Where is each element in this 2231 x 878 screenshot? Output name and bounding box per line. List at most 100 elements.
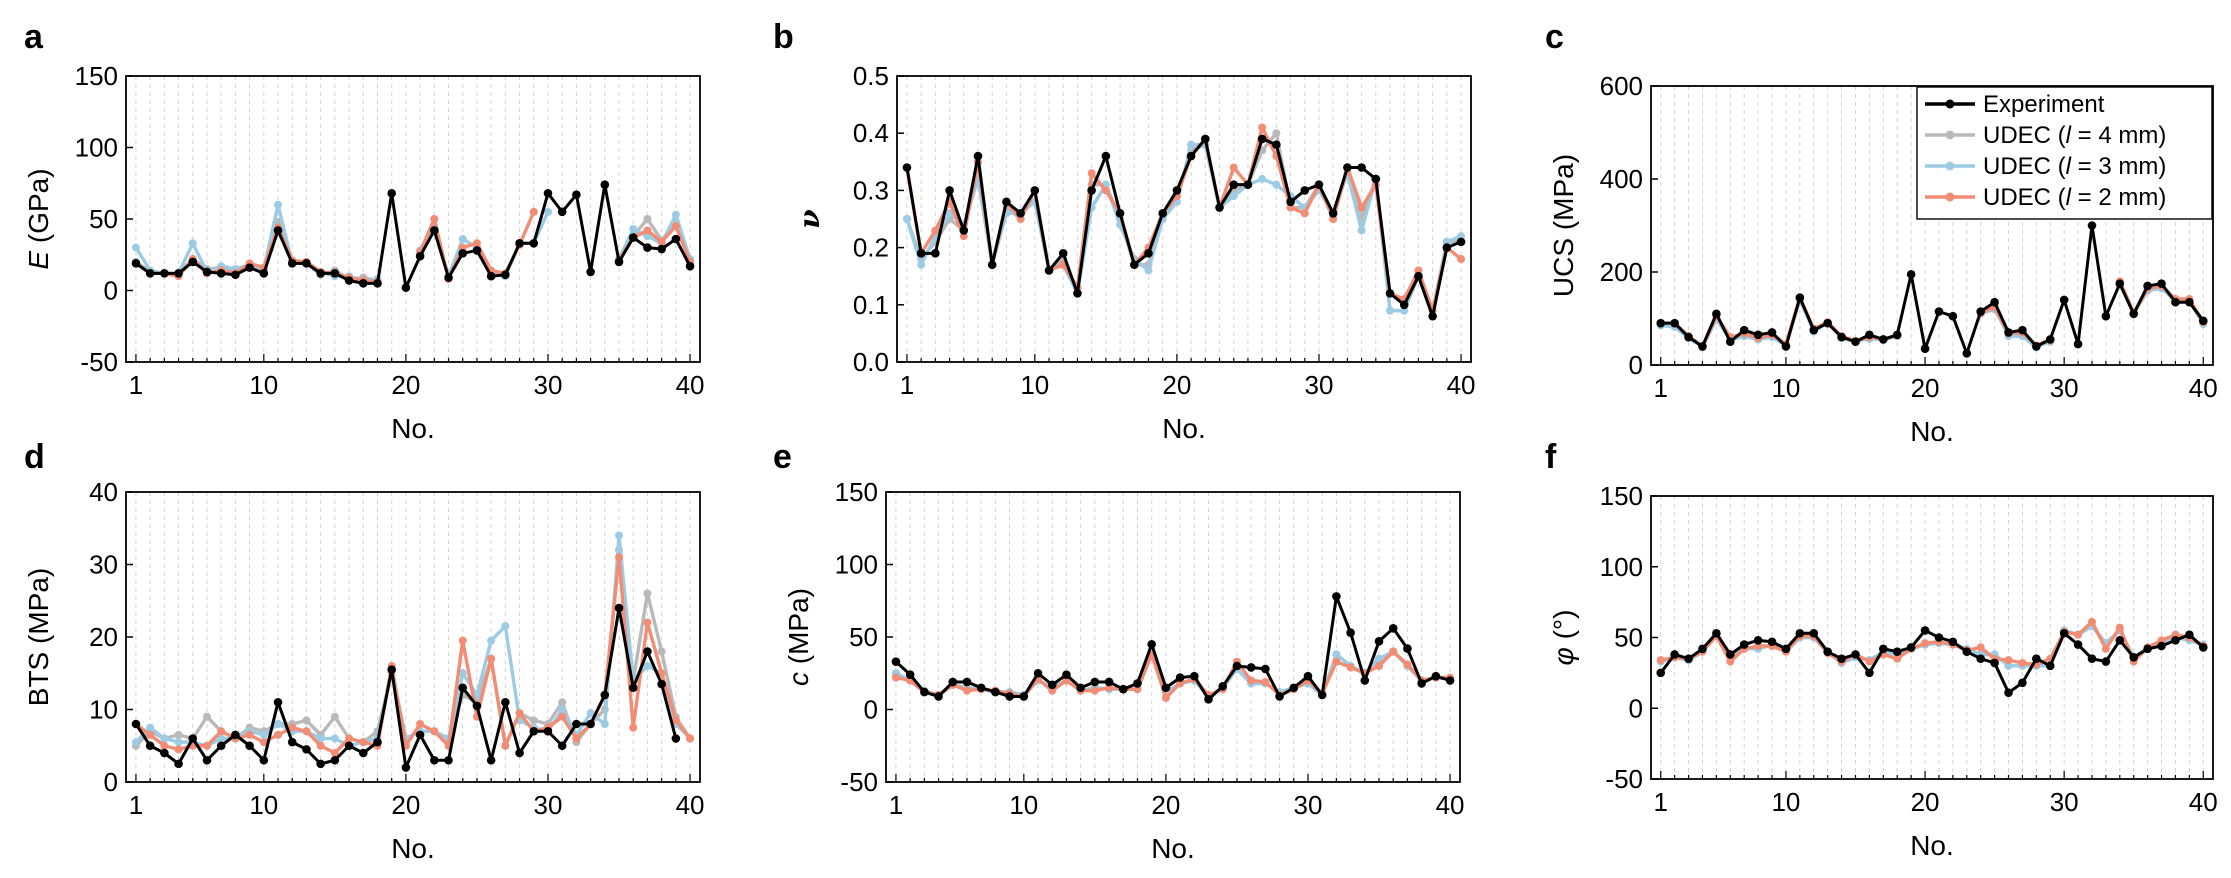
chart-panel-a: a -50 0 50 100 150 1 10 20 30 40 No. E (GPa)	[23, 18, 705, 444]
data-point	[1272, 129, 1281, 138]
data-point	[2074, 630, 2083, 639]
data-point	[231, 730, 240, 740]
data-point	[543, 207, 552, 216]
data-point	[302, 727, 311, 736]
y-tick-label: 0.4	[853, 118, 889, 148]
data-point	[2129, 309, 2139, 319]
data-point	[1656, 668, 1666, 678]
data-point	[1712, 309, 1721, 319]
data-point	[145, 741, 155, 751]
x-tick-label: 40	[1447, 370, 1476, 400]
x-tick-label: 40	[676, 370, 705, 400]
data-point	[2185, 630, 2194, 639]
data-point	[1229, 192, 1238, 201]
data-point	[2157, 641, 2166, 651]
data-point	[529, 726, 539, 736]
data-point	[188, 257, 198, 267]
data-point	[217, 727, 226, 736]
data-point	[2032, 654, 2041, 664]
data-point	[1016, 208, 1025, 218]
data-point	[1357, 163, 1366, 172]
data-point	[444, 273, 453, 282]
data-point	[600, 720, 609, 728]
data-point	[1300, 209, 1309, 218]
data-point	[131, 738, 140, 747]
data-point	[2073, 339, 2083, 349]
data-point	[1044, 266, 1054, 275]
legend-label: UDEC (l = 3 mm)	[1983, 153, 2166, 180]
y-axis-title: UCS (MPa)	[1548, 154, 1579, 297]
plot-frame	[1650, 85, 2214, 366]
data-point	[1286, 197, 1295, 207]
data-point	[1076, 683, 1085, 693]
data-point	[891, 673, 900, 682]
x-tick-label: 1	[1654, 787, 1668, 817]
series-udec-l-2-mm-	[1656, 617, 2208, 669]
data-point	[973, 151, 983, 161]
data-point	[1684, 332, 1693, 342]
legend-label-symbol: l	[2066, 122, 2072, 149]
legend-label-symbol: l	[2066, 184, 2072, 211]
data-point	[1399, 300, 1409, 310]
y-tick-label: 150	[835, 477, 878, 507]
x-tick-label: 10	[249, 790, 278, 820]
x-tick-label: 1	[1654, 373, 1668, 403]
data-point	[557, 741, 567, 751]
data-point	[1976, 643, 1985, 652]
data-point	[302, 745, 311, 754]
data-point	[515, 709, 524, 718]
data-point	[316, 741, 325, 750]
data-point	[657, 244, 666, 254]
x-axis-title: No.	[1910, 416, 1954, 447]
data-point	[245, 730, 254, 739]
data-point	[671, 734, 681, 743]
data-point	[1375, 654, 1384, 663]
data-point	[1247, 676, 1256, 685]
legend-label-part: = 3 mm)	[2071, 153, 2166, 180]
data-point	[902, 163, 912, 172]
data-point	[558, 712, 567, 721]
data-point	[2045, 335, 2055, 344]
data-point	[1442, 243, 1452, 252]
x-tick-label: 40	[2189, 787, 2218, 817]
data-point	[2115, 623, 2124, 632]
series-experiment	[1656, 626, 2208, 697]
data-point	[1388, 624, 1398, 633]
data-point	[487, 654, 496, 663]
data-point	[1158, 208, 1167, 218]
data-point	[373, 737, 382, 747]
data-point	[458, 669, 467, 678]
plot-frame	[1650, 495, 2214, 780]
y-tick-label: 150	[75, 61, 118, 91]
data-point	[330, 269, 340, 278]
data-point	[1104, 677, 1114, 687]
data-point	[1837, 654, 1846, 664]
data-point	[344, 741, 354, 751]
chart-panel-d: d 0 10 20 30 40 1 10 20 30 40 No. BTS (MPa)	[23, 438, 705, 864]
data-point	[1851, 337, 1860, 347]
data-point	[174, 738, 183, 747]
data-point	[1275, 692, 1284, 701]
data-point	[2143, 281, 2152, 291]
data-point	[1809, 325, 1819, 335]
data-point	[934, 692, 943, 701]
data-point	[1002, 197, 1011, 207]
legend-label-part: UDEC (	[1983, 184, 2066, 211]
data-point	[586, 267, 595, 277]
series-line	[1660, 620, 2205, 667]
data-point	[1656, 656, 1665, 665]
data-point	[1906, 270, 1916, 279]
y-axis-title: BTS (MPa)	[23, 568, 54, 706]
x-tick-label: 10	[1771, 787, 1800, 817]
data-point	[430, 727, 439, 736]
panel-letter: c	[1545, 18, 1564, 56]
data-point	[1837, 332, 1846, 342]
data-point	[614, 257, 624, 267]
data-point	[345, 734, 354, 743]
data-point	[1133, 679, 1142, 688]
y-tick-label: 50	[849, 622, 878, 652]
data-point	[2171, 636, 2180, 645]
y-axis-unit: (°)	[1548, 610, 1579, 648]
data-point	[1684, 654, 1693, 664]
